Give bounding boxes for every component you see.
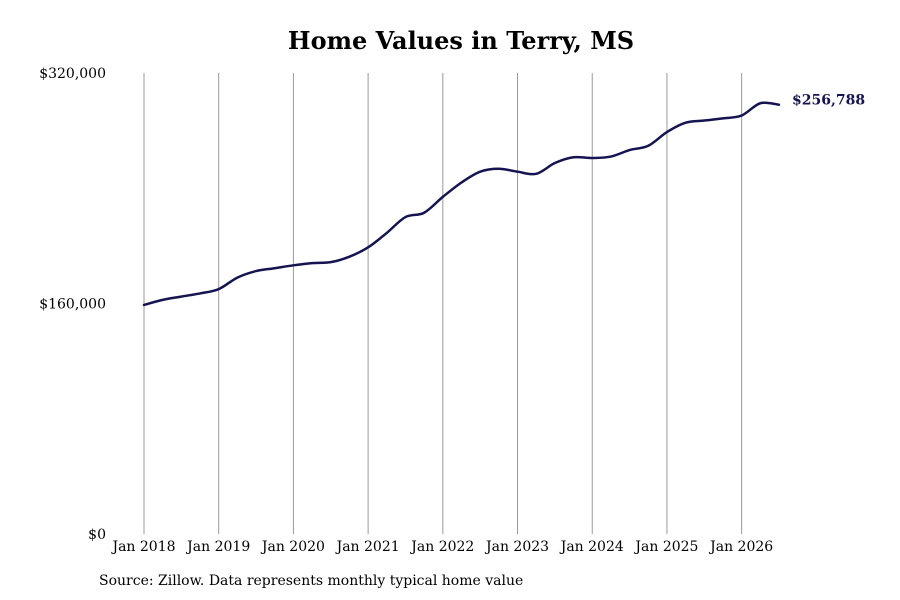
end-value-label-layer: $256,788: [792, 93, 865, 109]
y-tick-label: $160,000: [39, 297, 106, 313]
gridlines: [143, 73, 743, 534]
chart-title: Home Values in Terry, MS: [287, 26, 635, 55]
x-tick-label: Jan 2019: [185, 539, 250, 555]
series-layer: [142, 101, 781, 307]
x-tick-label: Jan 2023: [484, 539, 549, 555]
x-tick-label: Jan 2024: [559, 539, 624, 555]
series-line: [142, 101, 781, 307]
y-axis-tick-labels: $0 $160,000 $320,000: [39, 66, 106, 543]
x-tick-label: Jan 2021: [335, 539, 400, 555]
x-axis-tick-labels: Jan 2018 Jan 2019 Jan 2020 Jan 2021 Jan 2022…: [110, 539, 773, 555]
y-tick-label: $320,000: [39, 66, 106, 82]
x-tick-label: Jan 2020: [260, 539, 325, 555]
x-tick-label: Jan 2026: [708, 539, 773, 555]
end-value-label: $256,788: [792, 93, 865, 109]
source-note: Source: Zillow. Data represents monthly …: [99, 573, 524, 589]
x-tick-label: Jan 2022: [409, 539, 474, 555]
x-tick-label: Jan 2025: [633, 539, 698, 555]
y-tick-label: $0: [88, 527, 106, 543]
x-tick-label: Jan 2018: [110, 539, 175, 555]
